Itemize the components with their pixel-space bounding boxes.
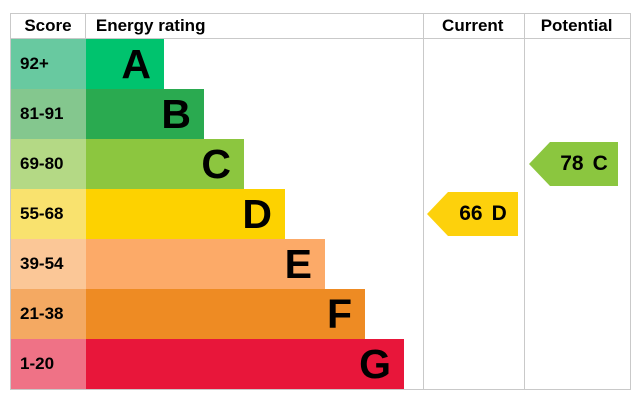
current-rating-letter: D xyxy=(491,202,507,225)
band-row-c: 69-80 C xyxy=(11,139,630,189)
energy-rating-column-header: Energy rating xyxy=(95,16,206,35)
rating-letter-a: A xyxy=(121,41,151,87)
rating-letter-c: C xyxy=(201,141,231,187)
score-column-header: Score xyxy=(11,14,86,38)
band-row-f: 21-38 F xyxy=(11,289,630,339)
potential-rating-arrow: 78 C xyxy=(529,142,618,186)
current-score-value: 66 xyxy=(459,202,483,225)
rating-bar-f: F xyxy=(86,289,365,339)
score-range-g: 1-20 xyxy=(11,339,86,389)
rating-bar-c: C xyxy=(86,139,244,189)
score-range-a: 92+ xyxy=(11,39,86,89)
potential-column-header: Potential xyxy=(540,16,613,35)
rating-bar-g: G xyxy=(86,339,404,389)
band-row-e: 39-54 E xyxy=(11,239,630,289)
rating-bar-a: A xyxy=(86,39,164,89)
header-row: Score Energy rating Current Potential xyxy=(11,14,630,39)
band-row-b: 81-91 B xyxy=(11,89,630,139)
rating-letter-f: F xyxy=(326,291,352,337)
rating-letter-e: E xyxy=(284,241,312,287)
potential-score-value: 78 xyxy=(560,152,584,175)
current-column-divider xyxy=(423,14,424,389)
rating-bar-e: E xyxy=(86,239,325,289)
rating-bar-b: B xyxy=(86,89,204,139)
epc-table: Score Energy rating Current Potential 92… xyxy=(10,13,631,390)
rating-letter-d: D xyxy=(242,191,272,237)
band-row-d: 55-68 D xyxy=(11,189,630,239)
potential-rating-letter: C xyxy=(592,152,608,175)
current-rating-arrow: 66 D xyxy=(427,192,518,236)
rating-letter-g: G xyxy=(359,341,391,387)
score-range-d: 55-68 xyxy=(11,189,86,239)
current-column-header: Current xyxy=(442,16,504,35)
rating-letter-b: B xyxy=(161,91,191,137)
score-range-c: 69-80 xyxy=(11,139,86,189)
score-range-b: 81-91 xyxy=(11,89,86,139)
potential-column-divider xyxy=(524,14,525,389)
score-range-e: 39-54 xyxy=(11,239,86,289)
band-row-a: 92+ A xyxy=(11,39,630,89)
band-rows: 92+ A 81-91 B 69-80 C 55-68 D 39-54 E 21-38 F 1-20 G xyxy=(11,39,630,389)
score-range-f: 21-38 xyxy=(11,289,86,339)
rating-bar-d: D xyxy=(86,189,285,239)
band-row-g: 1-20 G xyxy=(11,339,630,389)
